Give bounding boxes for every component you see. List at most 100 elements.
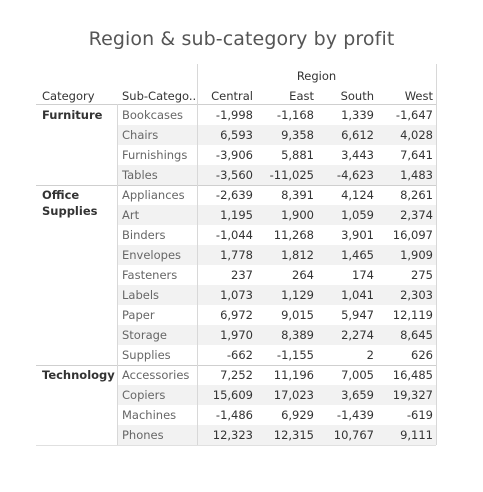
sub-category-label: Bookcases [122, 108, 184, 122]
profit-value-west: 626 [411, 348, 433, 362]
profit-value-south: 3,901 [341, 228, 374, 242]
profit-value-central: 237 [231, 268, 253, 282]
profit-value-south: 174 [352, 268, 374, 282]
profit-value-south: 1,339 [341, 108, 374, 122]
sub-category-label: Copiers [122, 388, 166, 402]
header-category: Category [42, 89, 95, 103]
values-right-border [436, 64, 437, 445]
profit-value-central: 12,323 [212, 428, 253, 442]
profit-value-west: 16,485 [392, 368, 433, 382]
profit-value-east: 11,196 [273, 368, 314, 382]
category-column-divider [117, 104, 118, 445]
profit-value-west: 2,303 [400, 288, 433, 302]
sub-category-label: Furnishings [122, 148, 188, 162]
chart-title: Region & sub-category by profit [88, 28, 395, 50]
profit-value-south: 1,465 [341, 248, 374, 262]
table-row: Accessories 7,252 11,196 7,005 16,485 [117, 365, 436, 385]
table-row: Furnishings -3,906 5,881 3,443 7,641 [117, 145, 436, 165]
sub-category-label: Fasteners [122, 268, 178, 282]
profit-value-south: 10,767 [333, 428, 374, 442]
group-divider [36, 185, 436, 186]
profit-value-east: 11,268 [273, 228, 314, 242]
profit-value-west: 8,645 [400, 328, 433, 342]
category-label: Technology [42, 368, 115, 382]
profit-value-central: -1,044 [215, 228, 253, 242]
profit-value-central: 15,609 [212, 388, 253, 402]
table-bottom-border [36, 445, 436, 446]
header-sub-category: Sub-Catego.. [122, 89, 197, 103]
profit-value-west: 12,119 [392, 308, 433, 322]
profit-value-east: 264 [292, 268, 314, 282]
profit-value-south: 5,947 [341, 308, 374, 322]
sub-category-label: Appliances [122, 188, 185, 202]
profit-value-west: 8,261 [400, 188, 433, 202]
profit-value-south: 4,124 [341, 188, 374, 202]
profit-value-south: 1,041 [341, 288, 374, 302]
profit-value-east: 9,358 [281, 128, 314, 142]
profit-value-west: 4,028 [400, 128, 433, 142]
profit-value-central: -2,639 [215, 188, 253, 202]
profit-value-central: -662 [226, 348, 253, 362]
header-region-south: South [340, 89, 374, 103]
profit-value-central: 1,778 [220, 248, 253, 262]
sub-category-label: Labels [122, 288, 160, 302]
profit-value-central: -1,998 [215, 108, 253, 122]
profit-value-east: 8,389 [281, 328, 314, 342]
profit-value-central: 1,195 [220, 208, 253, 222]
table-row: Phones 12,323 12,315 10,767 9,111 [117, 425, 436, 445]
header-region-west: West [404, 89, 433, 103]
profit-value-east: 17,023 [273, 388, 314, 402]
profit-value-south: 6,612 [341, 128, 374, 142]
profit-value-central: 6,593 [220, 128, 253, 142]
profit-value-central: 1,073 [220, 288, 253, 302]
profit-value-south: 3,659 [341, 388, 374, 402]
profit-value-east: -11,025 [269, 168, 314, 182]
table-row: Appliances -2,639 8,391 4,124 8,261 [117, 185, 436, 205]
profit-value-east: 6,929 [281, 408, 314, 422]
table-row: Tables -3,560 -11,025 -4,623 1,483 [117, 165, 436, 185]
values-left-border [197, 64, 198, 445]
profit-value-central: 6,972 [220, 308, 253, 322]
profit-value-west: 1,909 [400, 248, 433, 262]
profit-value-east: 8,391 [281, 188, 314, 202]
table-row: Copiers 15,609 17,023 3,659 19,327 [117, 385, 436, 405]
header-region-east: East [289, 89, 314, 103]
profit-value-east: 12,315 [273, 428, 314, 442]
profit-value-west: 19,327 [392, 388, 433, 402]
profit-value-east: 9,015 [281, 308, 314, 322]
sub-category-label: Accessories [122, 368, 190, 382]
table-row: Supplies -662 -1,155 2 626 [117, 345, 436, 365]
table-row: Bookcases -1,998 -1,168 1,339 -1,647 [117, 105, 436, 125]
profit-value-west: 16,097 [392, 228, 433, 242]
table-row: Chairs 6,593 9,358 6,612 4,028 [117, 125, 436, 145]
sub-category-label: Storage [122, 328, 167, 342]
profit-value-central: -3,560 [215, 168, 253, 182]
category-label: Office Supplies [42, 188, 98, 218]
profit-value-south: 1,059 [341, 208, 374, 222]
table-row: Art 1,195 1,900 1,059 2,374 [117, 205, 436, 225]
sub-category-label: Phones [122, 428, 164, 442]
sub-category-label: Paper [122, 308, 155, 322]
header-divider [36, 104, 436, 105]
profit-value-west: -619 [406, 408, 433, 422]
table-row: Machines -1,486 6,929 -1,439 -619 [117, 405, 436, 425]
table-row: Fasteners 237 264 174 275 [117, 265, 436, 285]
profit-value-west: 1,483 [400, 168, 433, 182]
profit-value-central: -1,486 [215, 408, 253, 422]
profit-value-west: 2,374 [400, 208, 433, 222]
profit-value-east: 5,881 [281, 148, 314, 162]
profit-value-south: 2,274 [341, 328, 374, 342]
table-row: Binders -1,044 11,268 3,901 16,097 [117, 225, 436, 245]
sub-category-label: Art [122, 208, 140, 222]
table-row: Paper 6,972 9,015 5,947 12,119 [117, 305, 436, 325]
profit-value-south: -1,439 [336, 408, 374, 422]
profit-value-west: 9,111 [400, 428, 433, 442]
profit-value-east: 1,129 [281, 288, 314, 302]
profit-value-central: 7,252 [220, 368, 253, 382]
sub-category-label: Machines [122, 408, 177, 422]
table-row: Labels 1,073 1,129 1,041 2,303 [117, 285, 436, 305]
header-region-central: Central [211, 89, 253, 103]
region-header: Region [296, 69, 337, 83]
profit-value-south: 3,443 [341, 148, 374, 162]
table-row: Storage 1,970 8,389 2,274 8,645 [117, 325, 436, 345]
